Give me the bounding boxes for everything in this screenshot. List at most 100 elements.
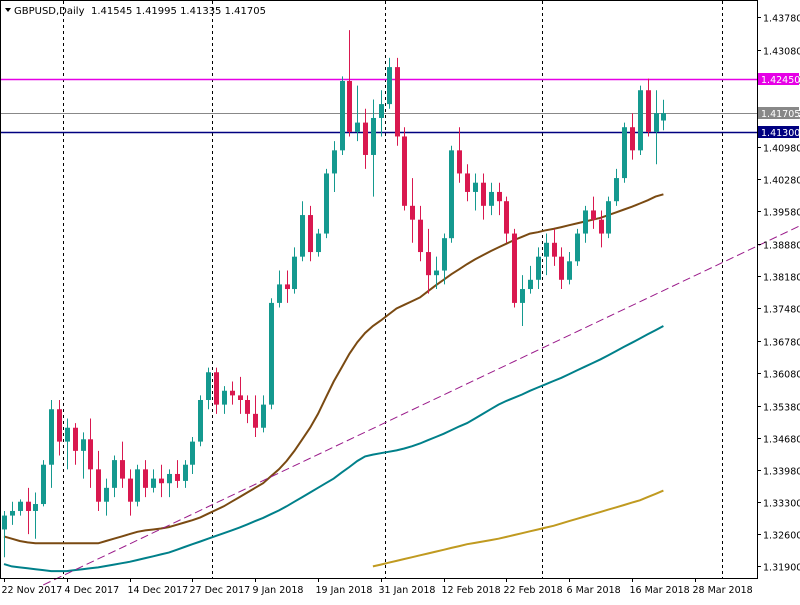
ohlc-values: 1.41545 1.41995 1.41335 1.41705 [91, 6, 266, 17]
candle-body-bullish [300, 215, 305, 257]
price-tick-label: 1.38880 [763, 241, 800, 252]
candle-body-bullish [33, 504, 38, 511]
candle-body-bullish [316, 233, 321, 253]
candle-body-bearish [245, 399, 250, 414]
candle-body-bearish [481, 182, 486, 206]
level-price-label: 1.41300 [761, 128, 800, 139]
candle-body-bearish [591, 210, 596, 220]
candle-body-bullish [10, 510, 15, 516]
price-tick-label: 1.40980 [763, 144, 800, 155]
price-tick-label: 1.32600 [763, 531, 800, 542]
candle-body-bullish [277, 284, 282, 303]
candle-body-bullish [269, 302, 274, 405]
trendline[interactable] [43, 205, 800, 586]
candle-body-bearish [395, 67, 400, 137]
candle-body-bullish [622, 127, 627, 179]
candle-body-bearish [73, 427, 78, 451]
candle-body-bearish [599, 219, 604, 234]
candle-body-bullish [332, 150, 337, 174]
candle-body-bearish [143, 469, 148, 488]
candle-body-bullish [324, 173, 329, 234]
candle-body-bullish [41, 464, 46, 505]
candle-body-bearish [402, 136, 407, 206]
time-tick-label: 22 Feb 2018 [504, 585, 563, 596]
candle-body-bullish [135, 469, 140, 502]
candle-body-bearish [465, 173, 470, 192]
candle-body-bullish [49, 409, 54, 465]
symbol-title: GBPUSD,Daily [14, 6, 85, 17]
candle-body-bullish [520, 289, 525, 303]
candle-body-bullish [575, 233, 580, 262]
candle-body-bearish [214, 372, 219, 405]
level-price-label: 1.42450 [761, 75, 800, 86]
price-tick-label: 1.36780 [763, 338, 800, 349]
candle-body-bullish [206, 372, 211, 400]
candle-body-bearish [120, 460, 125, 479]
candle-body-bullish [104, 487, 109, 502]
candle-body-bearish [504, 201, 509, 234]
candle-body-bearish [26, 501, 31, 511]
trendline-line[interactable] [43, 205, 800, 586]
candle-body-bearish [159, 478, 164, 484]
candle-body-bearish [57, 409, 62, 442]
price-tick-label: 1.33980 [763, 467, 800, 478]
candle-body-bullish [606, 201, 611, 234]
candle-body-bullish [340, 80, 345, 151]
candle-body-bullish [81, 439, 86, 451]
candle-body-bullish [190, 441, 195, 465]
candle-body-bearish [512, 233, 517, 303]
candle-body-bearish [363, 122, 368, 155]
time-tick-label: 22 Nov 2017 [2, 585, 63, 596]
candle-body-bearish [646, 90, 651, 132]
candle-body-bullish [583, 210, 588, 234]
candle-body-bullish [198, 399, 203, 442]
candle-body-bearish [128, 478, 133, 502]
time-tick-label: 12 Feb 2018 [442, 585, 501, 596]
time-tick-label: 28 Mar 2018 [693, 585, 753, 596]
candle-body-bullish [661, 113, 666, 121]
price-tick-label: 1.31900 [763, 563, 800, 574]
price-tick-label: 1.40280 [763, 176, 800, 187]
candle-body-bullish [371, 117, 376, 155]
period-separators [63, 1, 723, 578]
time-axis[interactable]: 22 Nov 2017 4 Dec 2017 14 Dec 2017 27 Dec 2… [2, 578, 753, 596]
dropdown-triangle-icon[interactable] [5, 8, 11, 12]
candle-body-bullish [449, 150, 454, 239]
candle-body-bullish [355, 122, 360, 132]
candle-body-bullish [183, 464, 188, 481]
candle-body-bearish [552, 242, 557, 257]
moving-averages [3, 193, 664, 573]
candle-body-bullish [18, 501, 23, 511]
price-axis[interactable]: 1.43780 1.43080 1.42450 1.41705 1.40980 1.402… [757, 14, 800, 574]
candle-body-bullish [654, 113, 659, 132]
candle-body-bullish [65, 427, 70, 442]
candle-body-bearish [238, 395, 243, 400]
candles [2, 30, 666, 558]
candle-body-bullish [536, 256, 541, 280]
candle-body-bearish [285, 284, 290, 290]
time-tick-label: 9 Jan 2018 [253, 585, 304, 596]
candle-body-bearish [497, 191, 502, 202]
candle-body-bearish [559, 256, 564, 280]
candle-body-bullish [292, 256, 297, 290]
candle-body-bullish [261, 404, 266, 428]
time-tick-label: 14 Dec 2017 [128, 585, 189, 596]
candle-body-bullish [489, 191, 494, 206]
candle-body-bullish [387, 67, 392, 105]
plot-frame [0, 0, 758, 579]
candle-body-bearish [230, 390, 235, 396]
price-tick-label: 1.35380 [763, 403, 800, 414]
level-price-tag [758, 73, 799, 85]
candle-body-bullish [2, 515, 7, 530]
candle-body-bearish [347, 80, 352, 132]
candle-body-bullish [442, 238, 447, 271]
candle-body-bearish [457, 150, 462, 174]
candle-body-bearish [418, 219, 423, 253]
candle-body-bullish [638, 90, 643, 151]
time-tick-label: 31 Jan 2018 [379, 585, 436, 596]
time-tick-label: 16 Mar 2018 [630, 585, 690, 596]
candle-body-bearish [88, 439, 93, 470]
price-tick-label: 1.39580 [763, 208, 800, 219]
